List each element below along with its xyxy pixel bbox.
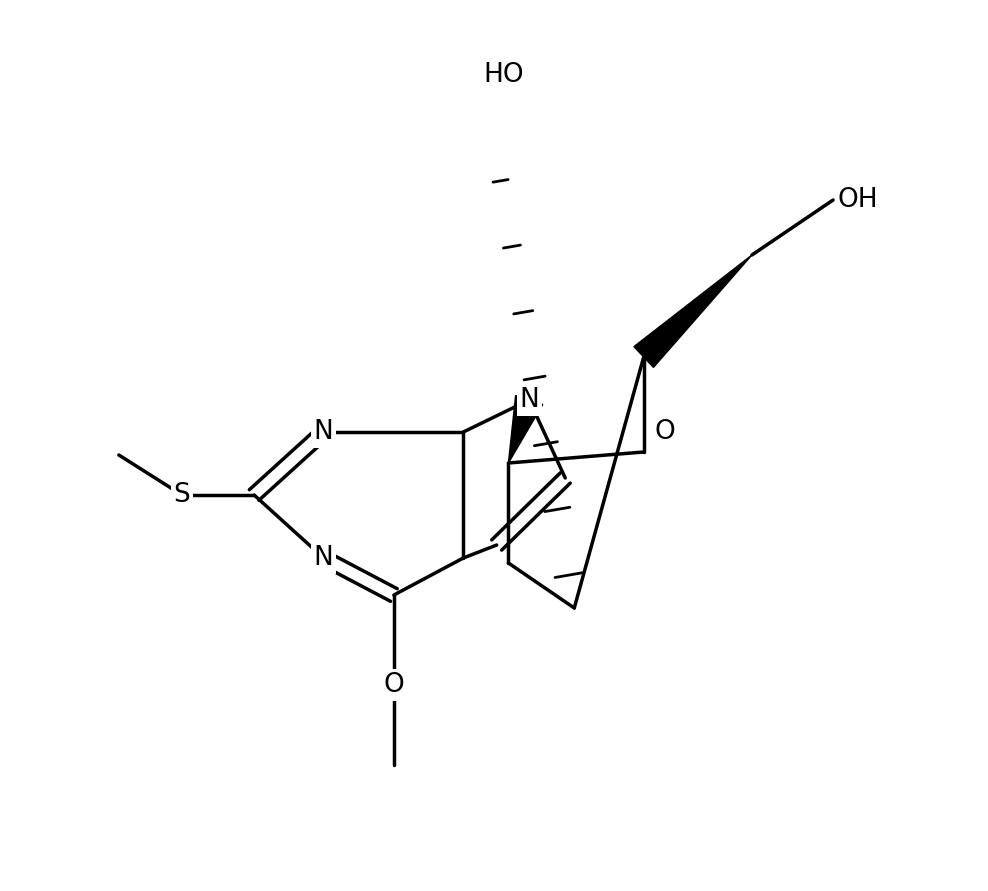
Text: N: N <box>520 387 539 413</box>
Text: HO: HO <box>483 62 525 88</box>
Text: OH: OH <box>838 187 878 213</box>
Text: N: N <box>313 419 333 445</box>
Text: S: S <box>174 482 191 508</box>
Text: O: O <box>654 419 675 445</box>
Polygon shape <box>509 396 542 463</box>
Polygon shape <box>634 255 752 367</box>
Text: O: O <box>383 672 404 698</box>
Text: N: N <box>313 545 333 571</box>
